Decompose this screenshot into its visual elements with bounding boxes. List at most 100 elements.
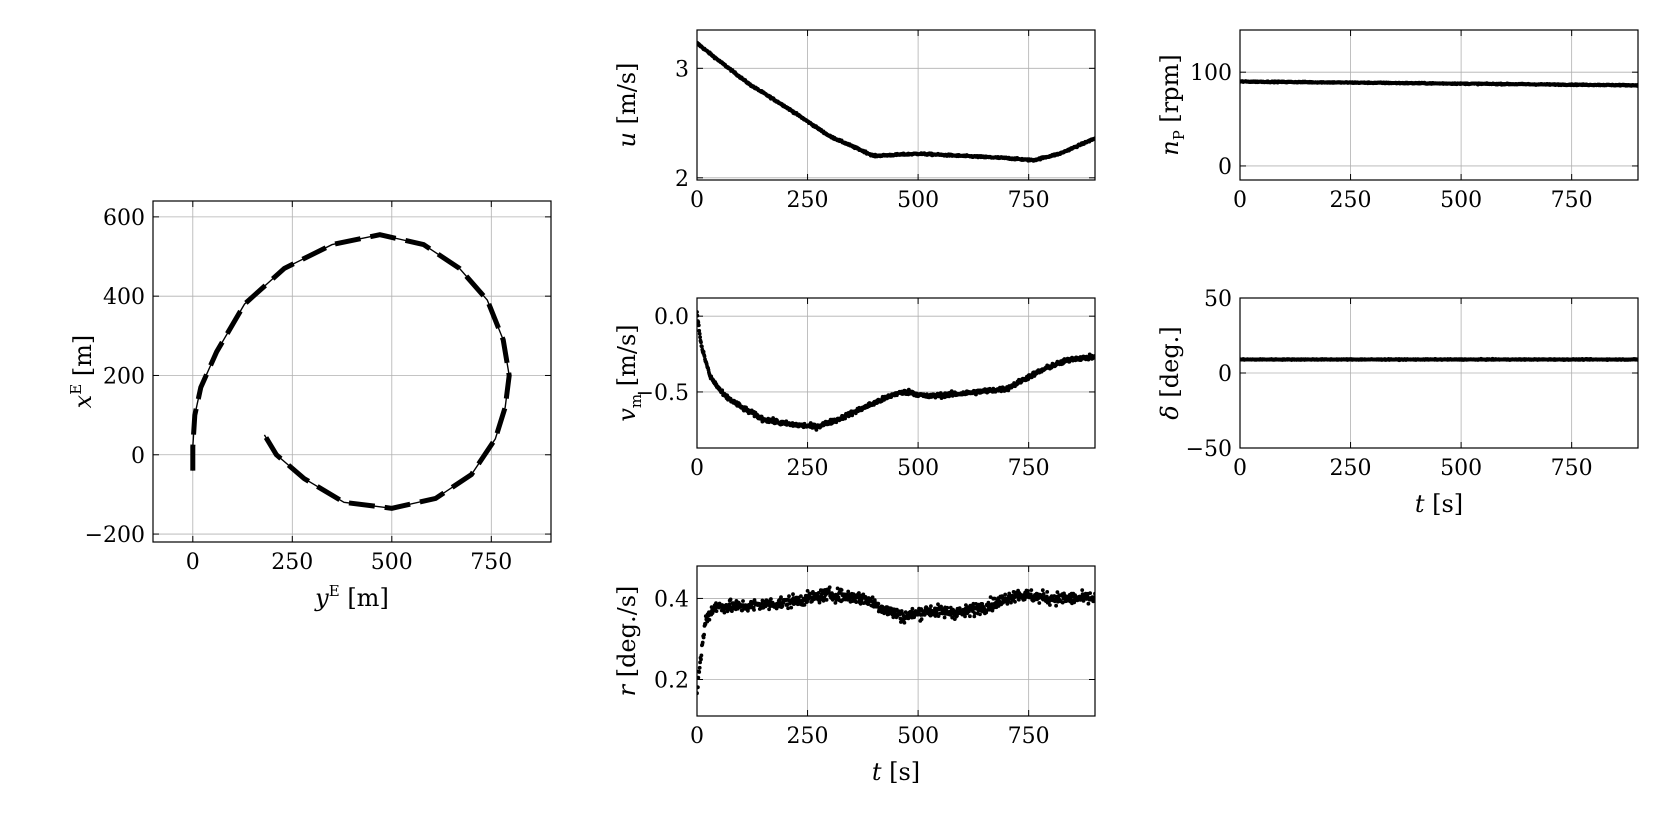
sway-point (702, 354, 707, 359)
yawrate-point (699, 657, 703, 662)
propeller-ylabel: nP [rpm] (1156, 54, 1188, 156)
surge-ytick-label: 3 (675, 57, 689, 82)
yawrate-point (789, 605, 794, 610)
yawrate-point (978, 612, 982, 617)
sway-point (700, 344, 704, 349)
yawrate-xlabel: t [s] (872, 758, 920, 786)
sway-point (697, 328, 702, 333)
trajectory-xtick-label: 750 (470, 550, 512, 575)
yawrate-point (1040, 588, 1045, 593)
sway-ytick-label: −0.5 (636, 381, 689, 406)
yawrate-point (922, 613, 927, 617)
propeller-xtick-label: 0 (1233, 188, 1247, 213)
yawrate-point (854, 600, 859, 604)
propeller-ytick-label: 0 (1218, 155, 1232, 180)
yawrate-point (836, 595, 841, 600)
yawrate-point (929, 604, 933, 608)
sway-point (843, 416, 847, 421)
surge-frame (696, 29, 1096, 181)
yawrate-point (910, 606, 915, 611)
propeller-series (1240, 79, 1638, 88)
yawrate-frame (696, 565, 1096, 717)
sway-point (697, 331, 702, 336)
sway-point (698, 335, 702, 340)
propeller-xtick-label: 250 (1330, 188, 1372, 213)
yawrate-point (858, 601, 863, 606)
surge-xtick-label: 0 (690, 188, 704, 213)
sway-point (697, 320, 701, 325)
surge-series (697, 40, 1095, 163)
yawrate-point (714, 609, 719, 613)
yawrate-point (791, 592, 795, 597)
yawrate-point (980, 602, 985, 606)
yawrate-point (730, 609, 734, 613)
yawrate-point (779, 595, 783, 599)
yawrate-point (722, 610, 727, 615)
yawrate-point (746, 608, 750, 613)
yawrate-point (1003, 592, 1008, 597)
sway-xtick-label: 750 (1008, 456, 1050, 481)
yawrate-xtick-label: 750 (1008, 724, 1050, 749)
yawrate-point (741, 599, 745, 603)
yawrate-point (699, 653, 704, 658)
yawrate-point (945, 605, 950, 610)
yawrate-series (697, 585, 1095, 696)
trajectory-xtick-label: 250 (271, 550, 313, 575)
yawrate-point (839, 588, 844, 592)
surge-ylabel: u [m/s] (613, 63, 641, 148)
sway-point (701, 349, 706, 354)
yawrate-point (833, 601, 838, 605)
yawrate-point (1025, 589, 1030, 593)
yawrate-point (787, 594, 791, 599)
yawrate-point (767, 607, 771, 612)
rudder-xtick-label: 0 (1233, 456, 1247, 481)
sway-point (699, 340, 703, 345)
yawrate-point (700, 640, 705, 645)
trajectory-line (190, 232, 512, 511)
propeller-ytick-label: 100 (1190, 61, 1232, 86)
yawrate-point (968, 614, 972, 619)
yawrate-point (1013, 599, 1017, 604)
rudder-xtick-label: 500 (1440, 456, 1482, 481)
trajectory-xtick-label: 0 (186, 550, 200, 575)
yawrate-point (698, 660, 702, 665)
trajectory-series (190, 232, 512, 511)
yawrate-point (702, 632, 706, 637)
yawrate-point (899, 609, 904, 613)
trajectory-ytick-label: −200 (85, 523, 145, 548)
yawrate-ytick-label: 0.4 (654, 587, 689, 612)
yawrate-point (780, 604, 785, 609)
yawrate-point (972, 611, 977, 616)
yawrate-point (1055, 590, 1060, 594)
yawrate-point (1029, 588, 1034, 592)
yawrate-point (697, 670, 702, 674)
trajectory-ytick-label: 600 (103, 206, 145, 231)
sway-series (697, 310, 1095, 432)
yawrate-point (835, 586, 840, 591)
yawrate-point (808, 591, 813, 596)
rudder-ytick-label: 0 (1218, 362, 1232, 387)
sway-ylabel: vm [m/s] (613, 324, 645, 421)
yawrate-point (1054, 603, 1058, 608)
yawrate-point (936, 602, 940, 607)
rudder-series (1240, 356, 1638, 363)
trajectory-ylabel: xE [m] (67, 335, 97, 409)
sway-xtick-label: 250 (787, 456, 829, 481)
surge-ytick-label: 2 (675, 167, 689, 192)
yawrate-point (1022, 597, 1027, 602)
yawrate-point (752, 608, 756, 612)
yawrate-point (786, 606, 790, 611)
propeller-frame (1239, 29, 1639, 181)
sway-ytick-label: 0.0 (654, 305, 689, 330)
yawrate-point (728, 597, 733, 602)
surge-xtick-label: 500 (897, 188, 939, 213)
yawrate-point (876, 601, 881, 606)
yawrate-xtick-label: 250 (787, 724, 829, 749)
yawrate-point (802, 603, 807, 607)
yawrate-point (902, 620, 907, 625)
yawrate-point (963, 614, 967, 619)
